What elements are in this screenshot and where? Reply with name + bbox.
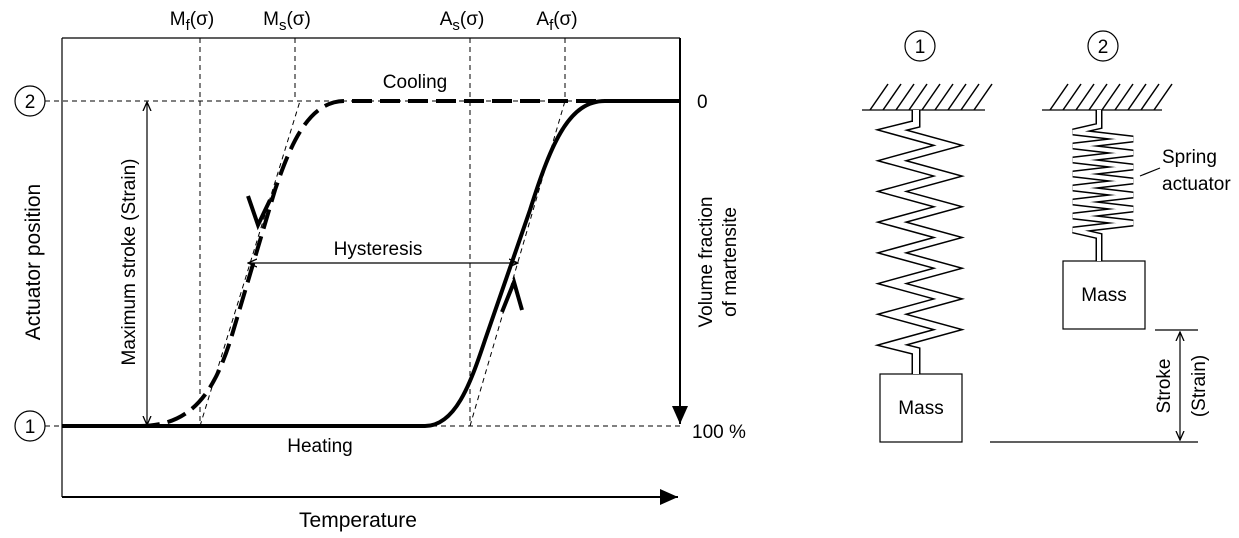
label-subscript: f: [549, 17, 554, 34]
temperature-label: Ms(σ): [263, 9, 311, 34]
spring-coil: [880, 110, 960, 374]
stroke-label: Stroke: [1154, 359, 1175, 414]
position-circle: [14, 410, 46, 442]
label-argument: (σ): [190, 9, 214, 30]
ceiling-hatch: [1140, 83, 1160, 111]
ceiling-hatch: [1114, 83, 1134, 111]
label-argument: (σ): [460, 9, 484, 30]
ceiling-hatch: [1049, 83, 1069, 111]
ceiling-hatch: [895, 83, 915, 111]
cooling-curve: [139, 99, 680, 428]
ceiling-hatch: [1101, 83, 1121, 111]
state-label: 1: [915, 37, 926, 58]
cooling-arrowhead: [246, 195, 272, 231]
cooling-label: Cooling: [383, 72, 447, 93]
ceiling-hatch: [1153, 83, 1173, 111]
heating-curve: [62, 99, 680, 428]
label-subscript: f: [186, 17, 191, 34]
label-symbol: M: [263, 9, 279, 30]
spring-label: Spring: [1162, 147, 1217, 168]
ceiling-hatch: [908, 83, 928, 111]
position-circle: [14, 85, 46, 117]
spring-label: actuator: [1162, 174, 1231, 195]
stroke-label: (Strain): [1189, 355, 1210, 417]
ceiling-hatch: [882, 83, 902, 111]
ceiling-hatch: [1062, 83, 1082, 111]
right-axis-label: Volume fraction: [696, 197, 717, 328]
label-symbol: A: [536, 9, 549, 30]
ceiling-hatch: [973, 83, 993, 111]
position-label: 2: [25, 92, 36, 113]
state-label: 2: [1098, 37, 1109, 58]
temperature-label: Af(σ): [536, 9, 577, 34]
right-tick-label: 0: [697, 92, 708, 113]
label-argument: (σ): [286, 9, 310, 30]
max-stroke-label: Maximum stroke (Strain): [119, 159, 140, 366]
temperature-label: Mf(σ): [170, 9, 214, 34]
mass-box: [879, 373, 963, 443]
label-subscript: s: [452, 17, 460, 34]
ceiling-hatch: [1088, 83, 1108, 111]
ceiling-hatch: [1075, 83, 1095, 111]
spring-coil: [1072, 110, 1134, 261]
ceiling-hatch: [1127, 83, 1147, 111]
label-symbol: A: [440, 9, 453, 30]
spring-panel: 1 2 Mass Mass Spring actuator Stroke (St…: [862, 30, 1231, 443]
label-subscript: s: [279, 17, 287, 34]
label-symbol: M: [170, 9, 186, 30]
right-tick-label: 100 %: [692, 422, 746, 443]
mass-label: Mass: [898, 398, 943, 419]
heating-label: Heating: [287, 436, 353, 457]
position-label: 1: [25, 417, 36, 438]
mass-box: [1062, 260, 1146, 330]
state-circle: [904, 30, 936, 62]
label-argument: (σ): [553, 9, 577, 30]
mass-label: Mass: [1081, 285, 1126, 306]
ceiling-hatch: [921, 83, 941, 111]
y-axis-label: Actuator position: [22, 184, 45, 340]
ceiling-hatch: [960, 83, 980, 111]
hysteresis-label: Hysteresis: [334, 239, 423, 260]
state-circle: [1087, 30, 1119, 62]
right-axis-label: of martensite: [720, 207, 741, 317]
heating-arrowhead: [500, 275, 524, 313]
temperature-label: As(σ): [440, 9, 485, 34]
x-axis-label: Temperature: [299, 509, 417, 532]
guide-lines: [45, 38, 680, 427]
ceiling-hatch: [934, 83, 954, 111]
ceiling-hatch: [947, 83, 967, 111]
ceiling-hatch: [869, 83, 889, 111]
